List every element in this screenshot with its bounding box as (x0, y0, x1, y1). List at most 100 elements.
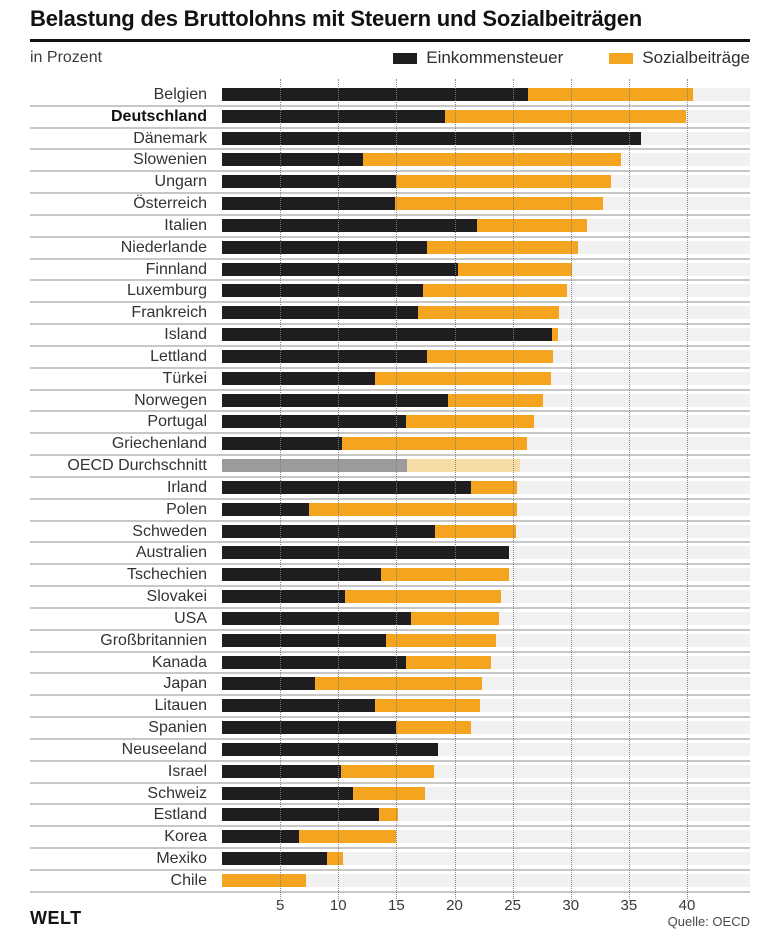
x-axis-tick-label: 10 (329, 896, 347, 914)
einkommensteuer-bar-segment (222, 88, 528, 101)
x-axis-tick-label: 35 (620, 896, 638, 914)
row-plot-area (222, 325, 750, 345)
country-label: Italien (164, 216, 207, 234)
country-label: Israel (167, 762, 207, 780)
chart-row: Polen (30, 500, 750, 522)
row-plot-area (222, 631, 750, 651)
einkommensteuer-bar-segment (222, 633, 386, 647)
einkommensteuer-swatch-icon (393, 52, 418, 64)
country-label: USA (174, 609, 207, 627)
sozialbeitraege-bar-segment (298, 830, 397, 844)
row-plot-area (222, 85, 750, 105)
country-label: Portugal (147, 413, 207, 431)
row-plot-area (222, 107, 750, 127)
x-axis-tick-label: 25 (504, 896, 521, 914)
sozialbeitraege-bar-segment (418, 306, 560, 320)
einkommensteuer-bar-segment (222, 502, 310, 516)
row-plot-area (222, 194, 750, 214)
country-label: Slowenien (133, 151, 207, 169)
country-label: Mexiko (156, 849, 207, 867)
country-label: Schweden (132, 522, 207, 540)
country-label: Polen (166, 500, 207, 518)
legend-label-sozialbeitraege: Sozialbeiträge (642, 48, 750, 67)
row-plot-area (222, 849, 750, 869)
country-label: Finnland (145, 260, 207, 278)
country-label: Australien (135, 544, 207, 562)
chart-row: Lettland (30, 347, 750, 369)
einkommensteuer-bar-segment (222, 655, 406, 669)
chart-row: Großbritannien (30, 631, 750, 653)
row-plot-area (222, 129, 750, 149)
chart-row: Kanada (30, 653, 750, 675)
source-note: Quelle: OECD (667, 914, 750, 929)
chart-title: Belastung des Bruttolohns mit Steuern un… (30, 6, 642, 31)
einkommensteuer-bar-segment (222, 175, 397, 189)
chart-row: Schweden (30, 522, 750, 544)
stacked-bar-chart: Belgien Deutschland Dänemark Slowenien Ungar… (30, 79, 750, 915)
country-label: Island (164, 326, 207, 344)
country-label: Frankreich (131, 304, 207, 322)
country-label: Litauen (154, 697, 208, 715)
sozialbeitraege-bar-segment (476, 218, 588, 232)
einkommensteuer-bar-segment (222, 197, 396, 211)
row-plot-area (222, 565, 750, 585)
einkommensteuer-bar-segment (222, 153, 363, 167)
country-label: Tschechien (126, 566, 207, 584)
chart-row: Slovakei (30, 587, 750, 609)
chart-row: Italien (30, 216, 750, 238)
chart-row: Korea (30, 827, 750, 849)
einkommensteuer-bar-segment (222, 786, 354, 800)
chart-row: OECD Durchschnitt (30, 456, 750, 478)
country-label: Spanien (148, 719, 207, 737)
chart-row: Norwegen (30, 391, 750, 413)
einkommensteuer-bar-segment (222, 218, 477, 232)
sozialbeitraege-swatch-icon (609, 52, 634, 64)
chart-row: Frankreich (30, 303, 750, 326)
chart-footer: WELT Quelle: OECD (30, 908, 750, 929)
row-plot-area (222, 609, 750, 629)
sozialbeitraege-bar-segment (385, 633, 497, 647)
sozialbeitraege-bar-segment (411, 611, 499, 625)
chart-row: Belgien (30, 85, 750, 107)
x-axis-tick-label: 40 (678, 896, 696, 914)
sozialbeitraege-bar-segment (340, 764, 434, 778)
einkommensteuer-bar-segment (222, 742, 439, 756)
sozialbeitraege-bar-segment (527, 88, 693, 101)
row-plot-area (222, 696, 750, 716)
legend-label-einkommensteuer: Einkommensteuer (426, 48, 564, 67)
sozialbeitraege-bar-segment (405, 415, 534, 429)
x-axis: 5 10 15 20 25 30 35 40 (222, 895, 750, 915)
row-background-strip (222, 851, 750, 865)
chart-row: Schweiz (30, 784, 750, 806)
einkommensteuer-bar-segment (222, 328, 553, 342)
chart-row: Slowenien (30, 150, 750, 173)
chart-row: Litauen (30, 696, 750, 719)
chart-legend: Einkommensteuer Sozialbeiträge (393, 48, 750, 68)
einkommensteuer-bar-segment (222, 306, 419, 320)
sozialbeitraege-bar-segment (396, 175, 612, 189)
chart-row: Island (30, 325, 750, 347)
row-plot-area (222, 412, 750, 432)
einkommensteuer-bar-segment (222, 611, 412, 625)
country-label: Chile (170, 871, 207, 889)
einkommensteuer-bar-segment (222, 459, 407, 473)
country-label: Dänemark (133, 129, 207, 147)
row-plot-area (222, 238, 750, 258)
einkommensteuer-bar-segment (222, 437, 342, 451)
chart-row: Ungarn (30, 172, 750, 195)
chart-row: Estland (30, 805, 750, 828)
row-plot-area (222, 762, 750, 782)
country-label: Ungarn (154, 173, 207, 191)
country-label: Großbritannien (100, 631, 207, 649)
row-plot-area (222, 281, 750, 301)
einkommensteuer-bar-segment (222, 721, 397, 735)
sozialbeitraege-bar-segment (222, 873, 306, 887)
row-plot-area (222, 260, 750, 280)
row-background-strip (222, 873, 750, 887)
sozialbeitraege-bar-segment (406, 459, 520, 473)
country-label: OECD Durchschnitt (67, 457, 207, 475)
chart-row: Finnland (30, 260, 750, 282)
einkommensteuer-bar-segment (222, 480, 471, 494)
legend-item-sozialbeitraege: Sozialbeiträge (609, 48, 750, 68)
country-label: Norwegen (134, 391, 207, 409)
